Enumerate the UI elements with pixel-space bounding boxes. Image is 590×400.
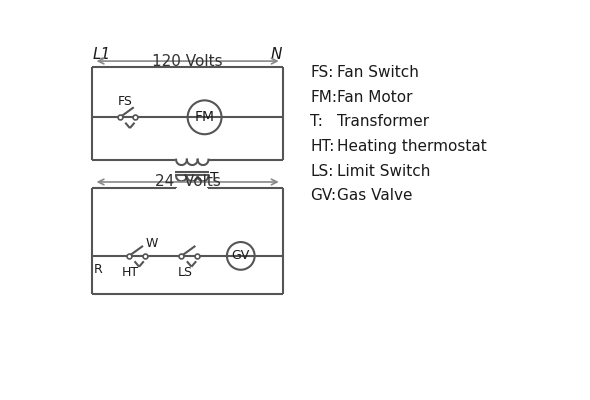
Text: GV:: GV: [310, 188, 336, 203]
Text: W: W [146, 237, 159, 250]
Circle shape [227, 242, 255, 270]
Text: L1: L1 [93, 48, 111, 62]
Text: HT: HT [122, 266, 139, 279]
Text: 24  Volts: 24 Volts [155, 174, 221, 190]
Text: Transformer: Transformer [337, 114, 429, 130]
Text: FM: FM [195, 110, 215, 124]
Text: LS: LS [178, 266, 193, 279]
Text: FM:: FM: [310, 90, 337, 105]
Text: T: T [210, 171, 218, 185]
Text: Fan Switch: Fan Switch [337, 65, 419, 80]
Text: 120 Volts: 120 Volts [152, 54, 223, 68]
Text: T:: T: [310, 114, 323, 130]
Text: Fan Motor: Fan Motor [337, 90, 412, 105]
Text: FS:: FS: [310, 65, 333, 80]
Circle shape [188, 100, 221, 134]
Text: LS:: LS: [310, 164, 333, 179]
Text: Gas Valve: Gas Valve [337, 188, 412, 203]
Text: HT:: HT: [310, 139, 335, 154]
Text: R: R [94, 263, 103, 276]
Text: N: N [270, 48, 281, 62]
Text: Heating thermostat: Heating thermostat [337, 139, 487, 154]
Text: Limit Switch: Limit Switch [337, 164, 430, 179]
Text: GV: GV [232, 250, 250, 262]
Text: FS: FS [117, 96, 132, 108]
